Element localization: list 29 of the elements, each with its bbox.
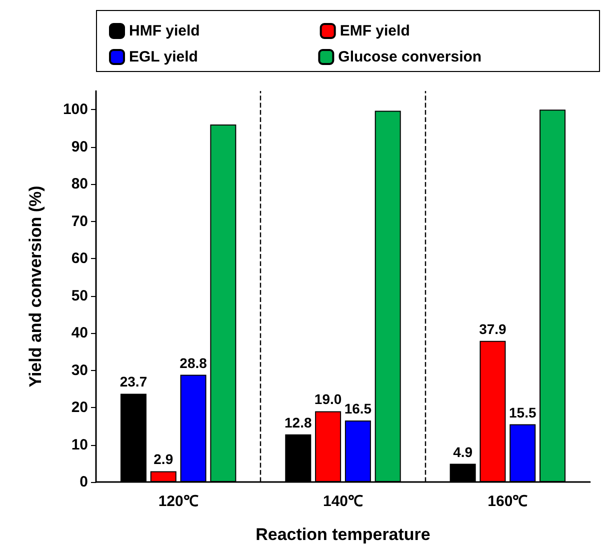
data-label: 4.9 [453, 444, 473, 460]
y-tick-label: 10 [71, 436, 88, 454]
data-label: 2.9 [154, 451, 174, 468]
y-tick-label: 70 [71, 212, 88, 230]
legend-label: HMF yield [129, 22, 200, 40]
y-tick-label: 80 [71, 176, 88, 193]
data-label: 15.5 [508, 404, 536, 420]
y-axis-title: Yield and conversion (%) [26, 186, 45, 388]
data-label: 23.7 [120, 374, 148, 390]
y-tick-label: 40 [71, 324, 88, 342]
data-label: 12.8 [284, 414, 312, 430]
data-label: 28.8 [180, 354, 208, 371]
y-tick-label: 50 [71, 287, 88, 304]
y-tick-label: 0 [80, 474, 88, 490]
legend-label: EMF yield [340, 22, 410, 40]
data-label: 19.0 [314, 391, 342, 408]
legend-label: Glucose conversion [338, 48, 482, 66]
y-tick-label: 90 [71, 138, 88, 156]
y-tick-label: 100 [62, 101, 88, 118]
x-tick-label: 140℃ [322, 493, 364, 510]
x-tick-label: 160℃ [488, 493, 528, 510]
y-tick-label: 20 [71, 399, 88, 416]
data-label: 16.5 [344, 400, 372, 417]
data-label: 37.9 [479, 320, 507, 337]
x-axis-title: Reaction temperature [256, 525, 430, 544]
y-tick-label: 30 [71, 362, 88, 379]
y-tick-label: 60 [71, 250, 88, 268]
legend-label: EGL yield [129, 48, 198, 66]
x-tick-label: 120℃ [158, 493, 198, 510]
